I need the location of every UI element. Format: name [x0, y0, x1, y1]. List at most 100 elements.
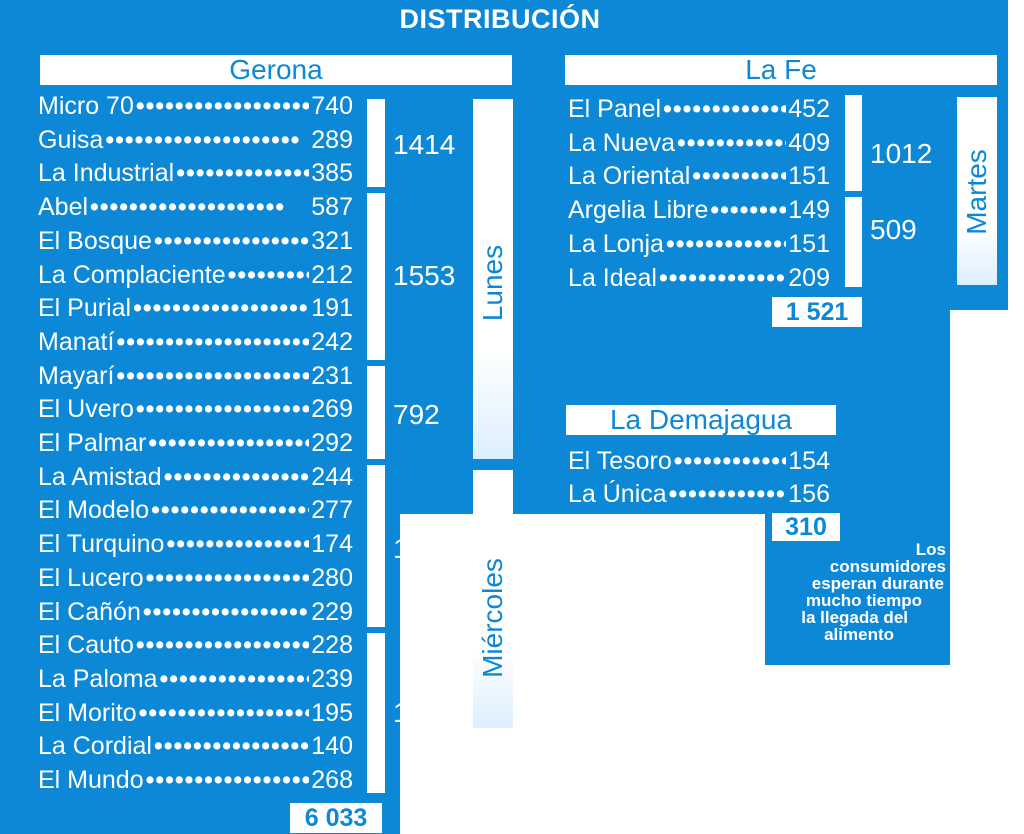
gerona-row-name: El Uvero [38, 395, 134, 424]
gerona-row-value: 195 [311, 698, 353, 727]
gerona-row-value: 385 [311, 159, 353, 188]
dot-leader: •••••••••••••••••••• [163, 462, 310, 491]
gerona-row-value: 321 [311, 226, 353, 255]
gerona-row: El Uvero••••••••••••••••••••269 [38, 393, 353, 426]
gerona-row: El Mundo••••••••••••••••••••268 [38, 764, 353, 797]
lafe-row-name: Argelia Libre [568, 196, 709, 225]
dot-leader: •••••••••••••••••••• [135, 631, 309, 660]
lafe-row-name: La Lonja [568, 229, 664, 258]
gerona-row-value: 174 [311, 530, 353, 559]
lafe-row-value: 151 [788, 229, 830, 258]
caption-line: mucho tiempo [805, 591, 922, 610]
background-panel-left [0, 90, 512, 514]
gerona-row-name: Abel [38, 193, 89, 222]
gerona-row: La Cordial••••••••••••••••••••140 [38, 730, 353, 763]
dot-leader: •••••••••••••••••••• [145, 563, 310, 592]
dot-leader: •••••••••••••••••••• [658, 263, 786, 292]
dot-leader: •••••••••••••••••••• [710, 196, 786, 225]
lafe-row-name: El Panel [568, 95, 662, 123]
day-label-lunes: Lunes [477, 244, 508, 322]
dot-leader: •••••••••••••••••••• [133, 294, 310, 323]
gerona-group-total: 792 [393, 399, 440, 430]
demajagua-row-name: El Tesoro [568, 447, 672, 475]
gerona-row-name: La Amistad [38, 462, 162, 491]
gerona-row: La Industrial••••••••••••••••••••385 [38, 157, 353, 190]
gerona-row: El Palmar••••••••••••••••••••292 [38, 427, 353, 460]
gerona-row-name: Micro 70 [38, 92, 134, 120]
day-label-martes: Martes [961, 149, 992, 235]
lafe-row: Argelia Libre••••••••••••••••••••149 [568, 194, 830, 227]
gerona-title: Gerona [40, 55, 512, 85]
gerona-row: La Amistad••••••••••••••••••••244 [38, 461, 353, 494]
gerona-row: El Purial •••••••••••••••••••• 191 [38, 292, 353, 325]
lafe-row-name: La Nueva [568, 128, 676, 157]
gerona-row-name: Guisa [38, 125, 104, 154]
dot-leader: •••••••••••••••••••• [692, 162, 787, 191]
gerona-row-value: 228 [311, 631, 353, 660]
gerona-row-value: 242 [311, 327, 353, 356]
lafe-row-value: 151 [788, 162, 830, 191]
gerona-row-value: 191 [311, 294, 353, 323]
gerona-row: El Turquino••••••••••••••••••••174 [38, 528, 353, 561]
gerona-row-name: El Purial [38, 294, 132, 323]
lafe-row-value: 149 [788, 196, 830, 225]
gerona-row-name: Mayarí [38, 361, 115, 390]
dot-leader: •••••••••••••••••••• [90, 193, 286, 222]
demajagua-row-value: 154 [788, 447, 830, 475]
demajagua-row-value: 156 [788, 480, 830, 508]
gerona-row: Micro 70••••••••••••••••••••740 [38, 90, 353, 123]
dot-leader: •••••••••••••••••••• [135, 395, 309, 424]
caption: Los consumidores esperan durante mucho t… [770, 541, 946, 643]
lafe-row: La Lonja••••••••••••••••••••151 [568, 228, 830, 261]
lafe-row: La Ideal••••••••••••••••••••209 [568, 262, 830, 295]
lafe-row-value: 409 [788, 128, 830, 157]
dot-leader: •••••••••••••••••••• [668, 480, 787, 508]
gerona-row-name: El Palmar [38, 429, 147, 457]
dot-leader: •••••••••••••••••••• [663, 95, 786, 123]
caption-line: consumidores [829, 557, 946, 576]
dot-leader: •••••••••••••••••••• [138, 698, 310, 727]
lafe-bar-1 [845, 95, 862, 191]
lafe-row: La Nueva••••••••••••••••••••409 [568, 127, 830, 160]
demajagua-title: La Demajagua [566, 405, 836, 435]
gerona-row-name: El Cañón [38, 597, 141, 626]
gerona-row-name: La Complaciente [38, 260, 226, 289]
page-title: DISTRIBUCIÓN [399, 4, 601, 34]
lafe-group-total: 1012 [870, 138, 933, 169]
lafe-title: La Fe [565, 55, 997, 85]
dot-leader: •••••••••••••••••••• [148, 429, 309, 457]
gerona-row: El Modelo••••••••••••••••••••277 [38, 494, 353, 527]
gerona-row-value: 289 [311, 125, 353, 154]
gerona-total: 6 033 [290, 803, 382, 833]
demajagua-total: 310 [772, 513, 840, 541]
gerona-row-value: 231 [311, 361, 353, 390]
demajagua-row-name: La Única [568, 480, 667, 508]
dot-leader: •••••••••••••••••••• [176, 159, 309, 188]
gerona-row-value: 587 [311, 193, 353, 222]
dot-leader: •••••••••••••••••••• [665, 229, 786, 258]
caption-line: esperan durante [811, 574, 944, 593]
gerona-row-value: 277 [311, 496, 353, 525]
gerona-row-value: 212 [311, 260, 353, 289]
gerona-row-name: La Cordial [38, 732, 152, 761]
gerona-row-value: 229 [311, 597, 353, 626]
lafe-group-total: 509 [870, 214, 917, 245]
gerona-row-name: El Turquino [38, 530, 165, 559]
gerona-row-name: El Lucero [38, 563, 144, 592]
gerona-row: La Complaciente••••••••••••••••••••212 [38, 259, 353, 292]
gerona-row: El Cañón••••••••••••••••••••229 [38, 596, 353, 629]
gerona-row-value: 140 [311, 732, 353, 761]
dot-leader: •••••••••••••••••••• [153, 226, 310, 255]
gerona-group-total: 1204 [393, 533, 456, 564]
gerona-row-value: 268 [311, 766, 353, 794]
dot-leader: •••••••••••••••••••• [227, 260, 310, 289]
gerona-row: Abel •••••••••••••••••••• 587 [38, 191, 353, 224]
dot-leader: •••••••••••••••••••• [105, 125, 301, 154]
gerona-row-name: El Cauto [38, 631, 134, 660]
lafe-row: La Oriental••••••••••••••••••••151 [568, 160, 830, 193]
caption-line: Los [915, 540, 946, 559]
gerona-group-total: 1070 [393, 697, 456, 728]
lafe-row-value: 452 [788, 95, 830, 123]
gerona-row: Mayarí •••••••••••••••••••• 231 [38, 360, 353, 393]
gerona-row-value: 239 [311, 664, 353, 693]
